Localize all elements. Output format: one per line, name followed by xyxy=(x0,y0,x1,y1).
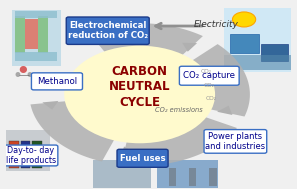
Text: •: • xyxy=(24,67,34,85)
FancyBboxPatch shape xyxy=(230,34,259,53)
FancyBboxPatch shape xyxy=(179,66,239,85)
FancyBboxPatch shape xyxy=(21,141,30,168)
Text: CO₂ emissions: CO₂ emissions xyxy=(155,108,203,113)
Text: CARBON
NEUTRAL
CYCLE: CARBON NEUTRAL CYCLE xyxy=(109,65,170,109)
Polygon shape xyxy=(121,116,237,166)
FancyBboxPatch shape xyxy=(31,73,83,90)
Text: Fuel uses: Fuel uses xyxy=(120,154,165,163)
Polygon shape xyxy=(182,43,197,52)
FancyBboxPatch shape xyxy=(157,160,218,188)
FancyBboxPatch shape xyxy=(189,168,196,186)
Text: Methanol: Methanol xyxy=(37,77,77,86)
Polygon shape xyxy=(42,101,59,110)
FancyBboxPatch shape xyxy=(38,16,48,53)
Text: Electricity: Electricity xyxy=(194,20,239,29)
Polygon shape xyxy=(189,44,250,117)
Text: CO₂: CO₂ xyxy=(201,70,212,74)
FancyBboxPatch shape xyxy=(15,52,57,61)
Text: CO₂: CO₂ xyxy=(204,83,215,88)
Text: —: — xyxy=(18,70,29,80)
FancyBboxPatch shape xyxy=(25,19,38,50)
Text: CO₂ capture: CO₂ capture xyxy=(183,71,235,80)
FancyBboxPatch shape xyxy=(224,8,290,72)
FancyBboxPatch shape xyxy=(261,44,287,61)
Text: Electrochemical
reduction of CO₂: Electrochemical reduction of CO₂ xyxy=(68,21,148,40)
FancyBboxPatch shape xyxy=(117,149,168,167)
FancyBboxPatch shape xyxy=(209,168,217,186)
Text: Power plants
and industries: Power plants and industries xyxy=(205,132,266,151)
Text: CO₂: CO₂ xyxy=(205,96,216,101)
Polygon shape xyxy=(31,101,116,161)
FancyBboxPatch shape xyxy=(224,55,290,70)
Polygon shape xyxy=(217,106,233,115)
Text: Day-to- day
life products: Day-to- day life products xyxy=(6,146,56,165)
FancyBboxPatch shape xyxy=(169,168,176,186)
Text: •: • xyxy=(13,67,23,85)
FancyBboxPatch shape xyxy=(4,145,58,166)
Text: •: • xyxy=(15,60,29,84)
FancyBboxPatch shape xyxy=(32,141,42,168)
FancyBboxPatch shape xyxy=(93,160,151,188)
FancyBboxPatch shape xyxy=(15,11,57,18)
FancyBboxPatch shape xyxy=(12,10,61,66)
FancyBboxPatch shape xyxy=(66,17,149,44)
Polygon shape xyxy=(121,146,135,157)
Polygon shape xyxy=(88,23,203,58)
FancyBboxPatch shape xyxy=(6,130,50,171)
FancyBboxPatch shape xyxy=(9,141,19,168)
Circle shape xyxy=(233,12,256,27)
Circle shape xyxy=(64,46,215,143)
FancyBboxPatch shape xyxy=(204,130,267,153)
FancyBboxPatch shape xyxy=(15,16,25,53)
